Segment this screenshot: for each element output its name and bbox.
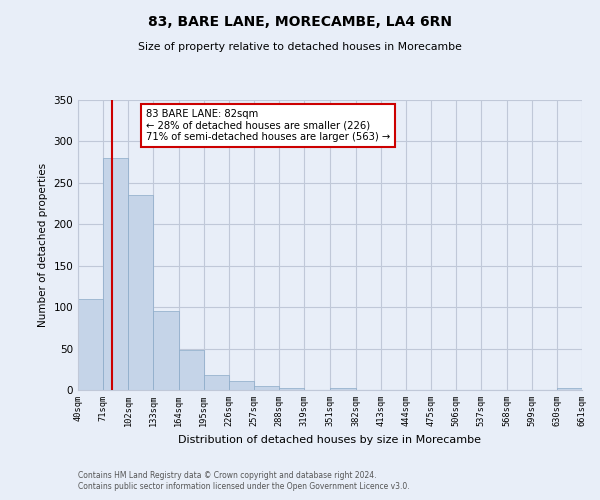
Bar [103, 158, 128, 390]
Bar [279, 388, 304, 390]
Bar [78, 299, 103, 390]
X-axis label: Distribution of detached houses by size in Morecambe: Distribution of detached houses by size … [179, 434, 482, 444]
Y-axis label: Number of detached properties: Number of detached properties [38, 163, 48, 327]
Bar [229, 381, 254, 390]
Bar [254, 386, 279, 390]
Bar [154, 312, 179, 390]
Bar [179, 350, 204, 390]
Text: Size of property relative to detached houses in Morecambe: Size of property relative to detached ho… [138, 42, 462, 52]
Text: 83, BARE LANE, MORECAMBE, LA4 6RN: 83, BARE LANE, MORECAMBE, LA4 6RN [148, 15, 452, 29]
Bar [128, 196, 154, 390]
Bar [204, 375, 229, 390]
Text: Contains HM Land Registry data © Crown copyright and database right 2024.: Contains HM Land Registry data © Crown c… [78, 470, 377, 480]
Text: 83 BARE LANE: 82sqm
← 28% of detached houses are smaller (226)
71% of semi-detac: 83 BARE LANE: 82sqm ← 28% of detached ho… [146, 108, 390, 142]
Text: Contains public sector information licensed under the Open Government Licence v3: Contains public sector information licen… [78, 482, 410, 491]
Bar [331, 388, 356, 390]
Bar [557, 388, 582, 390]
